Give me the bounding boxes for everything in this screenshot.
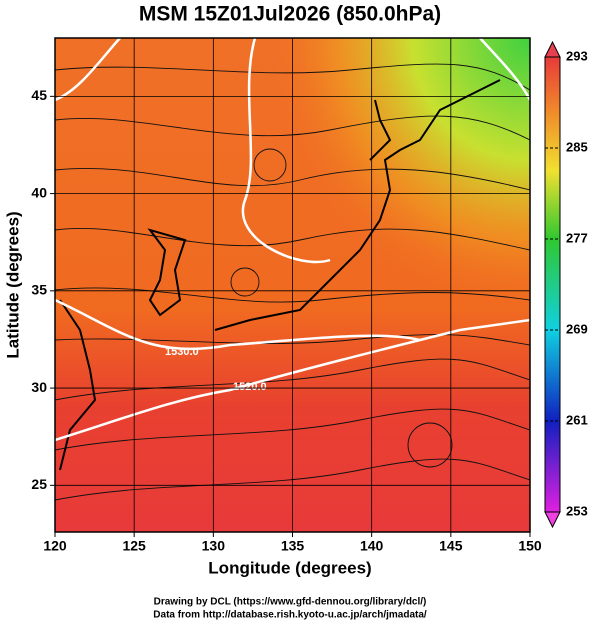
y-axis-label: Latitude (degrees) [3,211,22,358]
title: MSM 15Z01Jul2026 (850.0hPa) [139,3,441,26]
x-tick-label: 125 [122,538,146,554]
contour-label: 1530.0 [165,346,199,358]
footer: Drawing by DCL (https://www.gfd-dennou.o… [154,597,427,608]
colorbar-tick-label: 253 [566,503,588,518]
footer: Data from http://database.rish.kyoto-u.a… [153,610,427,621]
colorbar-tick-label: 293 [566,48,588,63]
y-tick-label: 35 [31,282,47,298]
x-tick-label: 150 [518,538,542,554]
x-tick-label: 120 [43,538,67,554]
y-tick-label: 40 [31,184,47,200]
colorbar-extend [544,40,561,58]
colorbar-tick-label: 285 [566,139,588,154]
colorbar-tick-label: 261 [566,412,588,427]
y-tick-label: 45 [31,87,47,103]
x-tick-label: 140 [360,538,384,554]
x-tick-label: 130 [202,538,226,554]
x-tick-label: 135 [281,538,305,554]
x-tick-label: 145 [439,538,463,554]
x-axis-label: Longitude (degrees) [208,558,371,577]
colorbar-tick-label: 277 [566,230,588,245]
colorbar [544,56,561,513]
y-tick-label: 25 [31,476,47,492]
contour-label: 1520.0 [233,381,267,393]
colorbar-tick-label: 269 [566,321,588,336]
y-tick-label: 30 [31,379,47,395]
colorbar-extend [544,511,561,529]
